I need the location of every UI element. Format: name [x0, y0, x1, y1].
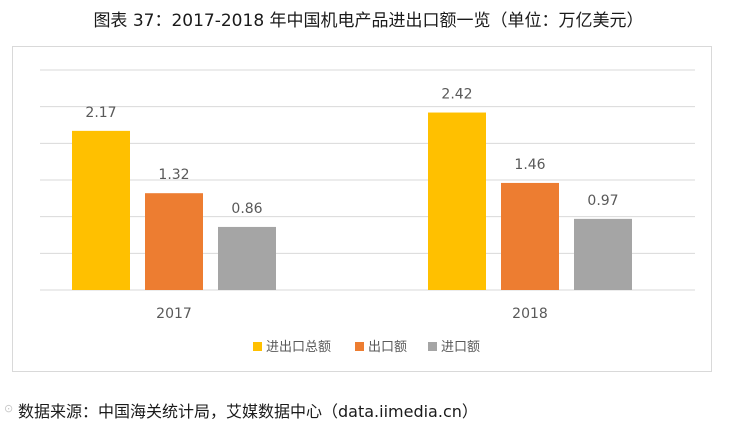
legend-swatch	[253, 342, 262, 351]
bars	[72, 112, 632, 291]
data-label: 2.17	[85, 105, 116, 121]
legend: 进出口总额 出口额 进口额	[253, 340, 480, 355]
bar-2017-出口额	[145, 193, 203, 290]
bar-2018-进出口总额	[428, 112, 486, 291]
legend-swatch	[428, 342, 437, 351]
bar-2017-进出口总额	[72, 130, 130, 290]
legend-swatch	[355, 342, 364, 351]
legend-label: 进出口总额	[266, 340, 331, 355]
bar-2018-进口额	[574, 218, 632, 290]
data-label: 2.42	[441, 87, 472, 103]
x-tick-label: 2017	[156, 306, 192, 322]
chart-title: 图表 37：2017-2018 年中国机电产品进出口额一览（单位：万亿美元）	[93, 11, 644, 31]
x-axis-ticks: 2017 2018	[156, 306, 548, 322]
bar-2017-进口额	[218, 226, 276, 290]
bar-2018-出口额	[501, 182, 559, 290]
data-label: 1.32	[158, 167, 189, 183]
watermark-icon: ⊙	[4, 402, 14, 415]
legend-label: 进口额	[441, 340, 480, 355]
x-tick-label: 2018	[512, 306, 548, 322]
data-label: 0.97	[587, 193, 618, 209]
data-label: 0.86	[231, 201, 262, 217]
legend-label: 出口额	[368, 340, 407, 355]
data-labels: 2.17 1.32 0.86 2.42 1.46 0.97	[85, 87, 618, 217]
source-note: 数据来源：中国海关统计局，艾媒数据中心（data.iimedia.cn）	[18, 402, 478, 421]
data-label: 1.46	[514, 157, 545, 173]
